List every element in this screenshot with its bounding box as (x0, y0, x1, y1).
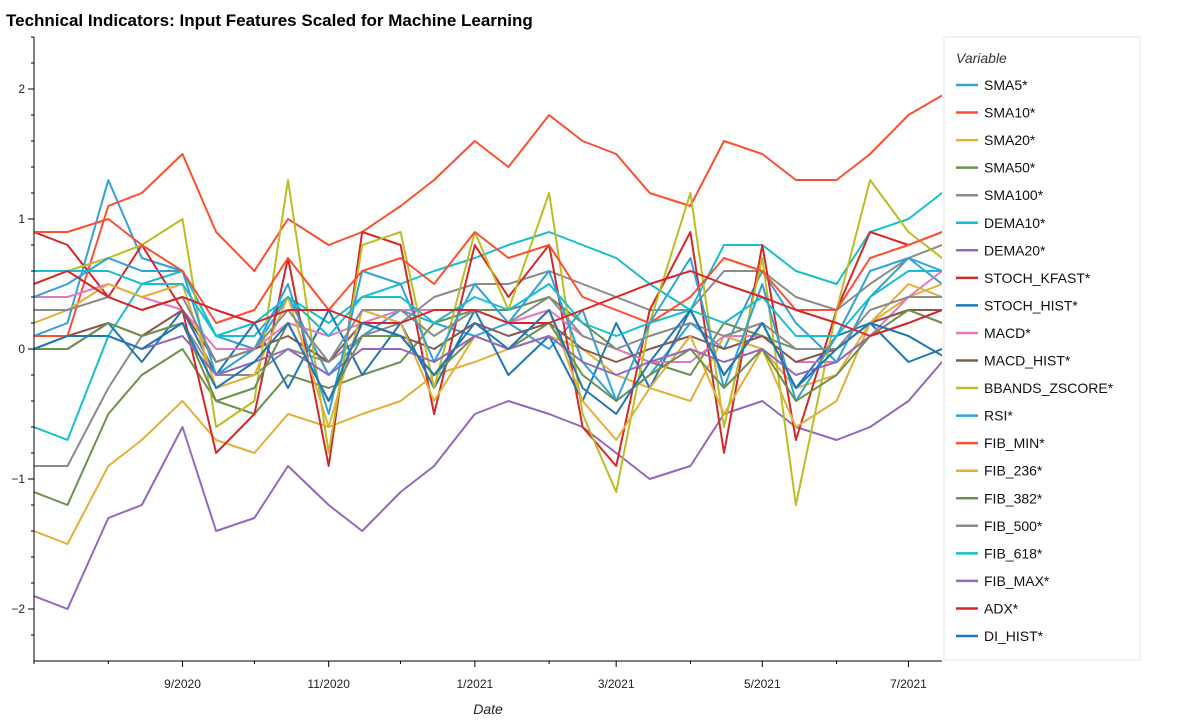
series-line-adx (34, 270, 942, 337)
series-line-sma10 (34, 94, 942, 337)
series-layer (34, 94, 942, 610)
legend-label: FIB_618* (984, 545, 1043, 561)
x-tick-label: 5/2021 (744, 677, 781, 691)
legend-label: SMA50* (984, 160, 1036, 176)
series-line-fib-min (34, 218, 942, 324)
legend-label: SMA10* (984, 105, 1036, 121)
legend-label: ADX* (984, 600, 1019, 616)
legend-label: STOCH_KFAST* (984, 270, 1091, 286)
plot-area (34, 94, 942, 610)
legend-label: BBANDS_ZSCORE* (984, 380, 1114, 396)
legend-label: SMA20* (984, 132, 1036, 148)
y-tick-label: 0 (18, 342, 25, 356)
legend-label: DEMA20* (984, 242, 1046, 258)
legend-label: FIB_236* (984, 463, 1043, 479)
legend-label: SMA5* (984, 77, 1028, 93)
legend-label: SMA100* (984, 187, 1044, 203)
legend-label: MACD_HIST* (984, 353, 1071, 369)
legend-label: FIB_MAX* (984, 573, 1050, 589)
series-line-macd-hist (34, 309, 942, 363)
legend-label: FIB_382* (984, 490, 1043, 506)
series-line-dema20 (34, 361, 942, 610)
x-tick-label: 11/2020 (307, 677, 350, 691)
chart-title: Technical Indicators: Input Features Sca… (6, 11, 533, 30)
legend-label: DEMA10* (984, 215, 1046, 231)
x-tick-label: 7/2021 (890, 677, 927, 691)
series-line-bbands-zscore (34, 179, 942, 506)
legend-label: DI_HIST* (984, 628, 1044, 644)
x-tick-label: 9/2020 (164, 677, 201, 691)
series-line-dema10 (34, 192, 942, 441)
y-tick-label: 2 (18, 82, 25, 96)
series-line-fib-618 (34, 270, 942, 337)
series-line-di-hist (34, 309, 942, 415)
y-tick-label: 1 (18, 212, 25, 226)
x-axis-label: Date (473, 701, 503, 717)
legend-label: RSI* (984, 408, 1013, 424)
legend: Variable SMA5* SMA10* SMA20* SMA50* SMA100* D… (943, 36, 1141, 661)
legend-label: FIB_MIN* (984, 435, 1045, 451)
y-tick-label: −2 (11, 602, 25, 616)
y-ticks: −2 −1 0 1 2 (11, 36, 34, 636)
series-line-sma50 (34, 296, 942, 506)
y-tick-label: −1 (11, 472, 25, 486)
series-line-sma20 (34, 283, 942, 545)
legend-label: MACD* (984, 325, 1031, 341)
legend-label: STOCH_HIST* (984, 297, 1078, 313)
x-tick-label: 1/2021 (456, 677, 493, 691)
x-ticks: 9/2020 11/2020 1/2021 3/2021 5/2021 7/2021 (33, 661, 927, 691)
legend-title: Variable (956, 50, 1007, 66)
legend-items: SMA5* SMA10* SMA20* SMA50* SMA100* DEMA10* DEM… (956, 77, 1114, 644)
legend-box (943, 36, 1141, 661)
series-line-fib-max (34, 309, 942, 376)
series-line-stoch-hist (34, 309, 942, 402)
series-line-fib-382 (34, 309, 942, 402)
axes: −2 −1 0 1 2 9/2020 11/2020 1/2021 3/2021 5/2021 7… (11, 36, 942, 691)
legend-label: FIB_500* (984, 518, 1043, 534)
series-line-sma100 (34, 244, 942, 467)
x-tick-label: 3/2021 (598, 677, 635, 691)
